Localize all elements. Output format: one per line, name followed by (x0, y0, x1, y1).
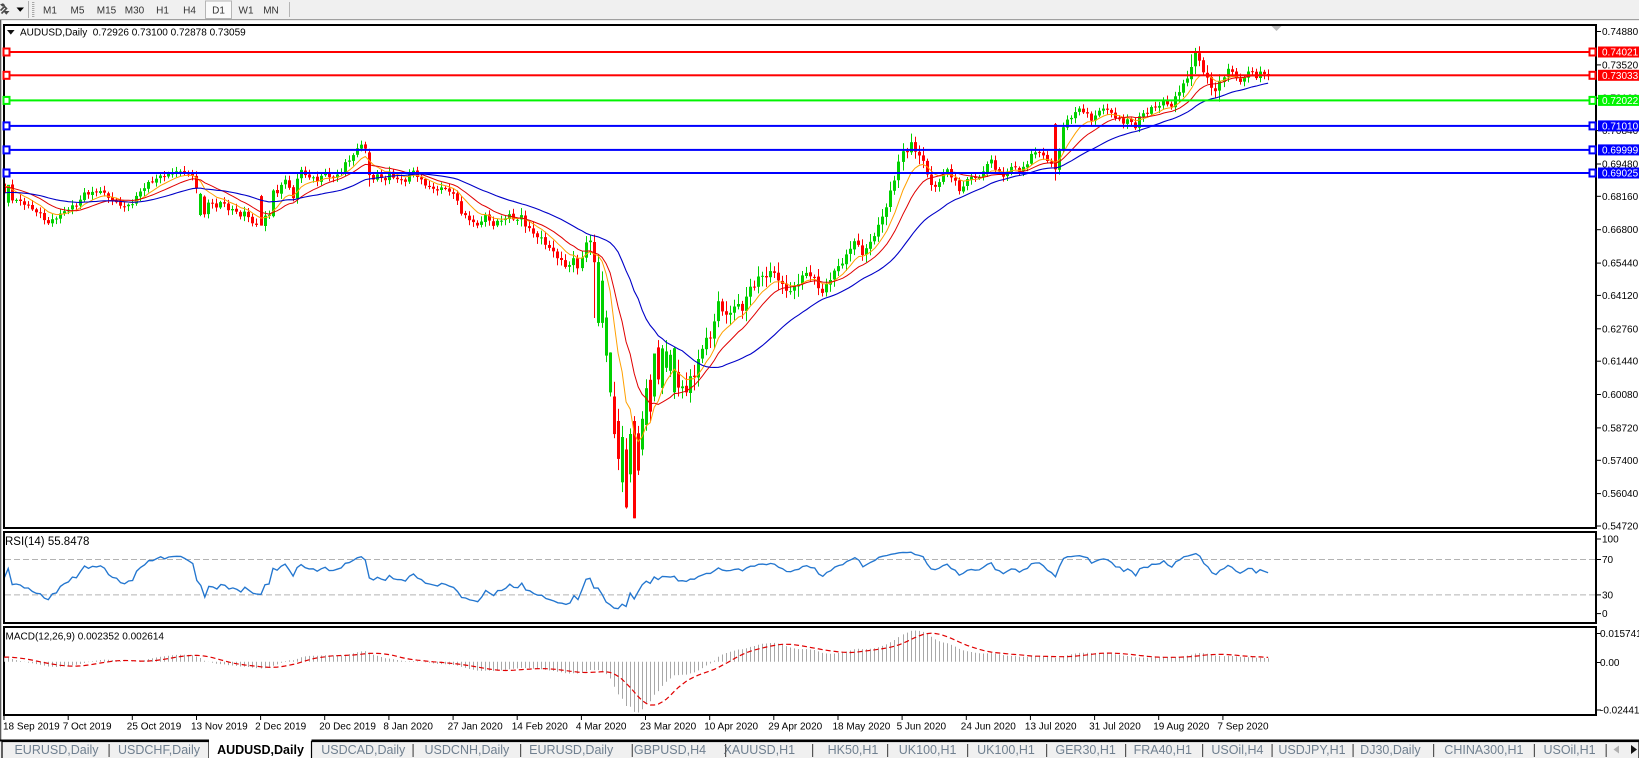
svg-text:0.60080: 0.60080 (1602, 390, 1639, 401)
svg-text:4 Mar 2020: 4 Mar 2020 (576, 722, 627, 733)
svg-text:GER30,H1: GER30,H1 (1055, 743, 1115, 757)
svg-text:M5: M5 (71, 6, 85, 17)
svg-text:MACD(12,26,9) 0.002352 0.00261: MACD(12,26,9) 0.002352 0.002614 (6, 632, 165, 643)
svg-text:M1: M1 (43, 6, 57, 17)
svg-text:HK50,H1: HK50,H1 (828, 743, 879, 757)
svg-text:0.00: 0.00 (1600, 658, 1620, 669)
svg-text:0.73033: 0.73033 (1602, 71, 1639, 82)
svg-text:13 Jul 2020: 13 Jul 2020 (1025, 722, 1077, 733)
svg-text:27 Jan 2020: 27 Jan 2020 (448, 722, 503, 733)
svg-text:0.71010: 0.71010 (1602, 121, 1639, 132)
svg-text:25 Oct 2019: 25 Oct 2019 (127, 722, 182, 733)
svg-text:USOil,H1: USOil,H1 (1543, 743, 1595, 757)
svg-text:100: 100 (1602, 535, 1619, 546)
svg-text:0.56040: 0.56040 (1602, 489, 1639, 500)
svg-text:-0.024412: -0.024412 (1600, 706, 1639, 717)
svg-text:7 Sep 2020: 7 Sep 2020 (1217, 722, 1269, 733)
svg-text:0.70840: 0.70840 (1602, 126, 1639, 137)
svg-text:24 Jun 2020: 24 Jun 2020 (961, 722, 1016, 733)
svg-text:7 Oct 2019: 7 Oct 2019 (63, 722, 112, 733)
svg-text:0.57400: 0.57400 (1602, 456, 1639, 467)
svg-text:UK100,H1: UK100,H1 (899, 743, 957, 757)
svg-text:18 May 2020: 18 May 2020 (833, 722, 891, 733)
svg-text:0.69999: 0.69999 (1602, 145, 1639, 156)
svg-text:0.73520: 0.73520 (1602, 60, 1639, 71)
svg-text:30: 30 (1602, 590, 1614, 601)
svg-text:0.74021: 0.74021 (1602, 48, 1639, 59)
svg-text:23 Mar 2020: 23 Mar 2020 (640, 722, 697, 733)
svg-text:M30: M30 (125, 6, 145, 17)
svg-text:EURUSD,Daily: EURUSD,Daily (529, 743, 614, 757)
svg-text:20 Dec 2019: 20 Dec 2019 (319, 722, 376, 733)
svg-text:31 Jul 2020: 31 Jul 2020 (1089, 722, 1141, 733)
svg-text:AUDUSD,Daily: AUDUSD,Daily (217, 743, 304, 757)
svg-text:USOil,H4: USOil,H4 (1211, 743, 1263, 757)
svg-text:XAUUSD,H1: XAUUSD,H1 (724, 743, 796, 757)
svg-text:0.68160: 0.68160 (1602, 192, 1639, 203)
svg-text:29 Apr 2020: 29 Apr 2020 (768, 722, 822, 733)
svg-text:USDCAD,Daily: USDCAD,Daily (321, 743, 406, 757)
svg-text:MN: MN (263, 6, 279, 17)
svg-text:EURUSD,Daily: EURUSD,Daily (14, 743, 99, 757)
svg-text:FRA40,H1: FRA40,H1 (1134, 743, 1192, 757)
svg-text:USDCNH,Daily: USDCNH,Daily (425, 743, 510, 757)
svg-text:0.66800: 0.66800 (1602, 225, 1639, 236)
svg-text:0.62760: 0.62760 (1602, 324, 1639, 335)
svg-text:0.015741: 0.015741 (1600, 629, 1639, 640)
svg-text:CHINA300,H1: CHINA300,H1 (1444, 743, 1523, 757)
svg-text:W1: W1 (239, 6, 254, 17)
svg-text:0.65440: 0.65440 (1602, 259, 1639, 270)
svg-text:0.69480: 0.69480 (1602, 160, 1639, 171)
svg-text:0.72022: 0.72022 (1602, 96, 1639, 107)
svg-text:RSI(14) 55.8478: RSI(14) 55.8478 (5, 536, 89, 548)
svg-text:10 Apr 2020: 10 Apr 2020 (704, 722, 758, 733)
svg-text:0.64120: 0.64120 (1602, 291, 1639, 302)
svg-text:70: 70 (1602, 555, 1614, 566)
svg-text:0.54720: 0.54720 (1602, 522, 1639, 533)
svg-text:DJ30,Daily: DJ30,Daily (1360, 743, 1421, 757)
svg-text:14 Feb 2020: 14 Feb 2020 (512, 722, 569, 733)
svg-text:0.58720: 0.58720 (1602, 423, 1639, 434)
svg-text:D1: D1 (212, 6, 225, 17)
svg-text:UK100,H1: UK100,H1 (977, 743, 1035, 757)
svg-text:18 Sep 2019: 18 Sep 2019 (3, 722, 60, 733)
svg-text:H4: H4 (183, 6, 196, 17)
svg-text:0.74880: 0.74880 (1602, 27, 1639, 38)
svg-text:M15: M15 (97, 6, 117, 17)
svg-text:USDCHF,Daily: USDCHF,Daily (118, 743, 201, 757)
svg-text:H1: H1 (156, 6, 169, 17)
svg-text:13 Nov 2019: 13 Nov 2019 (191, 722, 248, 733)
svg-text:19 Aug 2020: 19 Aug 2020 (1153, 722, 1210, 733)
svg-text:AUDUSD,Daily 0.72926 0.73100: AUDUSD,Daily 0.72926 0.73100 0.72878 0.7… (20, 28, 246, 39)
svg-text:0: 0 (1602, 609, 1608, 620)
svg-text:GBPUSD,H4: GBPUSD,H4 (634, 743, 706, 757)
svg-text:8 Jan 2020: 8 Jan 2020 (383, 722, 433, 733)
svg-text:5 Jun 2020: 5 Jun 2020 (897, 722, 947, 733)
svg-text:0.61440: 0.61440 (1602, 357, 1639, 368)
svg-text:USDJPY,H1: USDJPY,H1 (1278, 743, 1345, 757)
svg-text:0.69025: 0.69025 (1602, 169, 1639, 180)
svg-text:2 Dec 2019: 2 Dec 2019 (255, 722, 307, 733)
